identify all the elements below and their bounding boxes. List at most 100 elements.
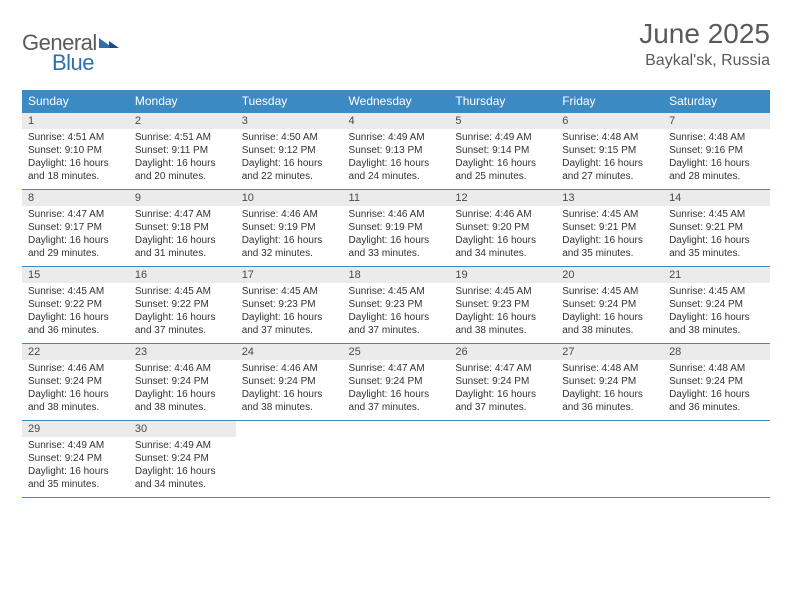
sunrise-line: Sunrise: 4:45 AM <box>562 208 657 221</box>
day-cell: 27Sunrise: 4:48 AMSunset: 9:24 PMDayligh… <box>556 344 663 421</box>
sunset-line: Sunset: 9:10 PM <box>28 144 123 157</box>
header: General Blue June 2025 Baykal'sk, Russia <box>22 18 770 76</box>
sunrise-line: Sunrise: 4:46 AM <box>455 208 550 221</box>
sunset-line: Sunset: 9:24 PM <box>242 375 337 388</box>
daylight-line: Daylight: 16 hours and 18 minutes. <box>28 157 123 183</box>
month-title: June 2025 <box>639 18 770 50</box>
day-number: 16 <box>129 267 236 283</box>
day-number: 6 <box>556 113 663 129</box>
day-number: 1 <box>22 113 129 129</box>
sunset-line: Sunset: 9:17 PM <box>28 221 123 234</box>
day-body: Sunrise: 4:45 AMSunset: 9:22 PMDaylight:… <box>129 283 236 343</box>
day-body: Sunrise: 4:46 AMSunset: 9:19 PMDaylight:… <box>236 206 343 266</box>
day-number: 25 <box>343 344 450 360</box>
sunset-line: Sunset: 9:24 PM <box>135 375 230 388</box>
sunrise-line: Sunrise: 4:46 AM <box>28 362 123 375</box>
day-cell: 29Sunrise: 4:49 AMSunset: 9:24 PMDayligh… <box>22 421 129 498</box>
day-number: 17 <box>236 267 343 283</box>
day-number: 2 <box>129 113 236 129</box>
day-cell <box>663 421 770 498</box>
day-cell: 28Sunrise: 4:48 AMSunset: 9:24 PMDayligh… <box>663 344 770 421</box>
sunrise-line: Sunrise: 4:51 AM <box>28 131 123 144</box>
sunrise-line: Sunrise: 4:45 AM <box>349 285 444 298</box>
sunrise-line: Sunrise: 4:46 AM <box>135 362 230 375</box>
sunset-line: Sunset: 9:24 PM <box>28 375 123 388</box>
day-number: 23 <box>129 344 236 360</box>
sunset-line: Sunset: 9:23 PM <box>349 298 444 311</box>
day-number: 20 <box>556 267 663 283</box>
daylight-line: Daylight: 16 hours and 37 minutes. <box>455 388 550 414</box>
day-body: Sunrise: 4:49 AMSunset: 9:24 PMDaylight:… <box>129 437 236 497</box>
sunset-line: Sunset: 9:16 PM <box>669 144 764 157</box>
day-number: 19 <box>449 267 556 283</box>
day-body: Sunrise: 4:51 AMSunset: 9:10 PMDaylight:… <box>22 129 129 189</box>
day-cell: 8Sunrise: 4:47 AMSunset: 9:17 PMDaylight… <box>22 190 129 267</box>
day-body: Sunrise: 4:50 AMSunset: 9:12 PMDaylight:… <box>236 129 343 189</box>
sunset-line: Sunset: 9:14 PM <box>455 144 550 157</box>
sunrise-line: Sunrise: 4:47 AM <box>28 208 123 221</box>
daylight-line: Daylight: 16 hours and 37 minutes. <box>242 311 337 337</box>
day-header: Tuesday <box>236 90 343 113</box>
day-body: Sunrise: 4:49 AMSunset: 9:24 PMDaylight:… <box>22 437 129 497</box>
day-number: 4 <box>343 113 450 129</box>
day-cell: 6Sunrise: 4:48 AMSunset: 9:15 PMDaylight… <box>556 113 663 190</box>
calendar-page: General Blue June 2025 Baykal'sk, Russia… <box>0 0 792 498</box>
day-number: 21 <box>663 267 770 283</box>
sunrise-line: Sunrise: 4:49 AM <box>455 131 550 144</box>
brand-logo: General Blue <box>22 30 119 76</box>
day-number: 15 <box>22 267 129 283</box>
day-body: Sunrise: 4:46 AMSunset: 9:24 PMDaylight:… <box>129 360 236 420</box>
day-cell: 17Sunrise: 4:45 AMSunset: 9:23 PMDayligh… <box>236 267 343 344</box>
daylight-line: Daylight: 16 hours and 35 minutes. <box>28 465 123 491</box>
day-cell: 16Sunrise: 4:45 AMSunset: 9:22 PMDayligh… <box>129 267 236 344</box>
daylight-line: Daylight: 16 hours and 34 minutes. <box>455 234 550 260</box>
day-body: Sunrise: 4:47 AMSunset: 9:17 PMDaylight:… <box>22 206 129 266</box>
day-cell: 7Sunrise: 4:48 AMSunset: 9:16 PMDaylight… <box>663 113 770 190</box>
day-number: 27 <box>556 344 663 360</box>
daylight-line: Daylight: 16 hours and 22 minutes. <box>242 157 337 183</box>
day-cell: 9Sunrise: 4:47 AMSunset: 9:18 PMDaylight… <box>129 190 236 267</box>
day-body: Sunrise: 4:48 AMSunset: 9:15 PMDaylight:… <box>556 129 663 189</box>
sunrise-line: Sunrise: 4:45 AM <box>28 285 123 298</box>
sunset-line: Sunset: 9:15 PM <box>562 144 657 157</box>
day-body: Sunrise: 4:47 AMSunset: 9:24 PMDaylight:… <box>343 360 450 420</box>
daylight-line: Daylight: 16 hours and 28 minutes. <box>669 157 764 183</box>
day-cell: 26Sunrise: 4:47 AMSunset: 9:24 PMDayligh… <box>449 344 556 421</box>
sunrise-line: Sunrise: 4:46 AM <box>242 362 337 375</box>
day-header: Wednesday <box>343 90 450 113</box>
sunset-line: Sunset: 9:19 PM <box>349 221 444 234</box>
day-number: 11 <box>343 190 450 206</box>
sunrise-line: Sunrise: 4:46 AM <box>349 208 444 221</box>
day-number: 26 <box>449 344 556 360</box>
sunrise-line: Sunrise: 4:45 AM <box>242 285 337 298</box>
week-row: 1Sunrise: 4:51 AMSunset: 9:10 PMDaylight… <box>22 113 770 190</box>
sunrise-line: Sunrise: 4:49 AM <box>135 439 230 452</box>
day-number: 22 <box>22 344 129 360</box>
day-body: Sunrise: 4:45 AMSunset: 9:24 PMDaylight:… <box>663 283 770 343</box>
sunset-line: Sunset: 9:11 PM <box>135 144 230 157</box>
day-body: Sunrise: 4:48 AMSunset: 9:16 PMDaylight:… <box>663 129 770 189</box>
sunset-line: Sunset: 9:12 PM <box>242 144 337 157</box>
day-cell: 19Sunrise: 4:45 AMSunset: 9:23 PMDayligh… <box>449 267 556 344</box>
sunset-line: Sunset: 9:22 PM <box>28 298 123 311</box>
day-number: 3 <box>236 113 343 129</box>
daylight-line: Daylight: 16 hours and 36 minutes. <box>28 311 123 337</box>
day-header: Friday <box>556 90 663 113</box>
week-row: 22Sunrise: 4:46 AMSunset: 9:24 PMDayligh… <box>22 344 770 421</box>
day-cell: 14Sunrise: 4:45 AMSunset: 9:21 PMDayligh… <box>663 190 770 267</box>
day-number: 8 <box>22 190 129 206</box>
title-block: June 2025 Baykal'sk, Russia <box>639 18 770 70</box>
sunset-line: Sunset: 9:24 PM <box>562 375 657 388</box>
day-body: Sunrise: 4:45 AMSunset: 9:23 PMDaylight:… <box>449 283 556 343</box>
sunrise-line: Sunrise: 4:47 AM <box>349 362 444 375</box>
day-number: 29 <box>22 421 129 437</box>
day-cell <box>556 421 663 498</box>
sunset-line: Sunset: 9:24 PM <box>349 375 444 388</box>
location-label: Baykal'sk, Russia <box>639 52 770 70</box>
sunset-line: Sunset: 9:24 PM <box>562 298 657 311</box>
sunset-line: Sunset: 9:23 PM <box>455 298 550 311</box>
sunrise-line: Sunrise: 4:51 AM <box>135 131 230 144</box>
sunrise-line: Sunrise: 4:48 AM <box>562 131 657 144</box>
day-header-row: SundayMondayTuesdayWednesdayThursdayFrid… <box>22 90 770 113</box>
sunset-line: Sunset: 9:22 PM <box>135 298 230 311</box>
